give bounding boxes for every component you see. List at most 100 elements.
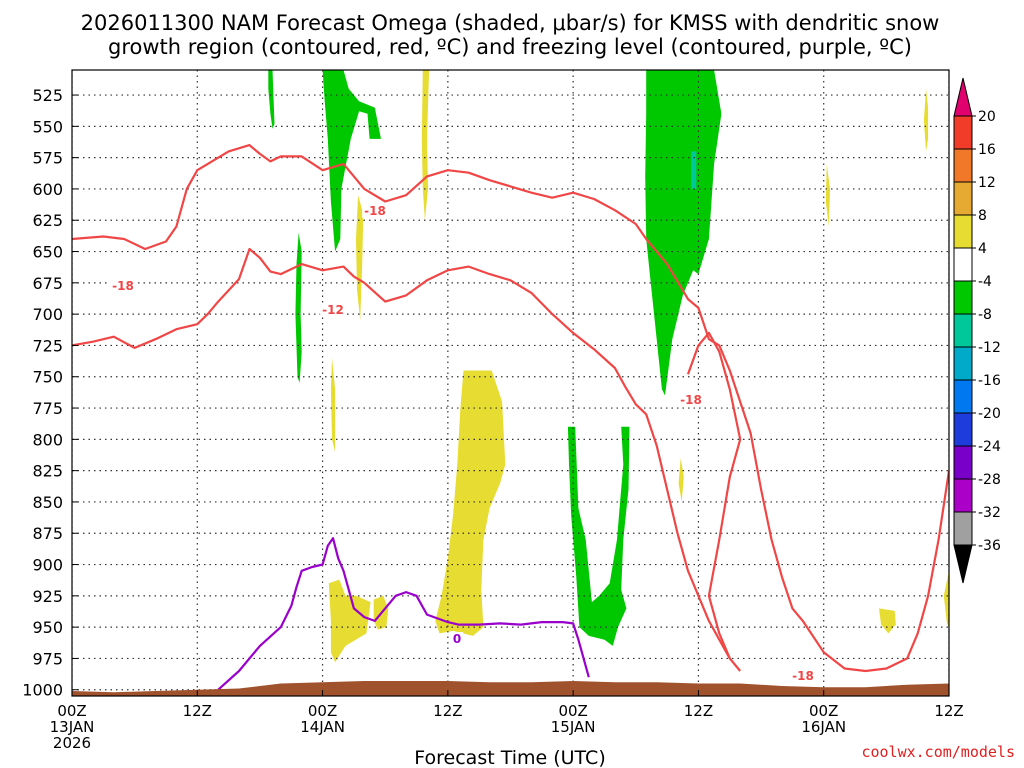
x-tick-label-0-2: 13JAN: [50, 718, 95, 736]
y-tick-label-675: 675: [32, 274, 63, 293]
chart-title-line2: growth region (contoured, red, ºC) and f…: [108, 35, 912, 59]
colorbar-label-6: -8: [978, 307, 992, 323]
contour-line-1: [72, 247, 742, 672]
omega-area-4-9: [435, 370, 506, 636]
contour-label-minus18-mid: -18: [364, 204, 386, 218]
colorbar-segment-10: [953, 445, 973, 480]
y-tick-label-950: 950: [32, 618, 63, 637]
contour-line-0: [72, 144, 949, 673]
y-tick-label-850: 850: [32, 493, 63, 512]
y-tick-label-575: 575: [32, 149, 63, 168]
omega-area-4-7: [356, 195, 364, 321]
colorbar-segment-9: [953, 412, 973, 447]
y-tick-label-825: 825: [32, 462, 63, 481]
omega-area-4-8: [330, 358, 336, 452]
x-tick-label-0-3: 2026: [53, 734, 91, 752]
colorbar-segment-6: [953, 313, 973, 348]
colorbar-segment-2: [953, 181, 973, 216]
colorbar-bottom-arrow: [953, 544, 973, 584]
y-tick-label-725: 725: [32, 336, 63, 355]
y-axis-ticks: 525 550 575 600 625 650 675 700 725 750 775 800 825 8…: [22, 86, 78, 700]
omega-area-4-10: [328, 579, 371, 663]
y-tick-label-800: 800: [32, 430, 63, 449]
x-tick-label-48-1: 00Z: [558, 702, 587, 720]
y-tick-label-525: 525: [32, 86, 63, 105]
contour-label-halo: [450, 632, 464, 646]
y-tick-label-775: 775: [32, 399, 63, 418]
contour-labels: -18 -18 -12 -18 -18 0: [110, 204, 816, 683]
x-tick-label-0-1: 00Z: [57, 702, 86, 720]
x-tick-label-60-1: 12Z: [684, 702, 713, 720]
contour-label-minus12: -12: [322, 303, 344, 317]
y-tick-label-600: 600: [32, 180, 63, 199]
contour-label-halo: [790, 669, 816, 683]
omega-area-4-16: [943, 570, 949, 628]
x-tick-label-36-1: 12Z: [433, 702, 462, 720]
omega-area--8-1: [322, 70, 381, 252]
x-axis-label: Forecast Time (UTC): [414, 747, 605, 768]
colorbar: 20 16 12 8 4 -4 -8 -12 -16 -20 -24 -28 -32 -36: [953, 77, 1001, 584]
x-tick-label-84-1: 12Z: [934, 702, 963, 720]
omega-area-4-14: [678, 458, 684, 502]
contour-label-minus18-right: -18: [680, 393, 702, 407]
y-tick-label-550: 550: [32, 117, 63, 136]
omega-area-4-13: [825, 163, 830, 227]
y-tick-label-750: 750: [32, 368, 63, 387]
colorbar-label-3: 8: [978, 208, 987, 224]
colorbar-segment-1: [953, 148, 973, 183]
contour-label-minus18-left: -18: [112, 279, 134, 293]
colorbar-label-10: -24: [978, 439, 1001, 455]
colorbar-label-12: -32: [978, 505, 1001, 521]
x-tick-label-72-2: 16JAN: [801, 718, 846, 736]
colorbar-segment-7: [953, 346, 973, 381]
omega-area--12-5: [691, 151, 697, 189]
y-tick-label-700: 700: [32, 305, 63, 324]
colorbar-label-8: -16: [978, 373, 1001, 389]
credit-text: coolwx.com/models: [861, 743, 1015, 761]
colorbar-segment-5: [953, 280, 973, 315]
colorbar-segment-11: [953, 478, 973, 513]
colorbar-label-2: 12: [978, 175, 996, 191]
contour-label-minus18-bottom: -18: [792, 669, 814, 683]
contour-line-2: [686, 331, 742, 659]
colorbar-label-13: -36: [978, 538, 1001, 554]
chart-title-line1: 2026011300 NAM Forecast Omega (shaded, μ…: [81, 11, 940, 35]
x-tick-label-12-1: 12Z: [183, 702, 212, 720]
terrain-fill: [72, 681, 949, 696]
omega-area-4-6: [421, 70, 430, 221]
x-tick-label-24-2: 14JAN: [300, 718, 345, 736]
omega-area--8-4: [567, 426, 630, 646]
contour-label-halo: [110, 279, 136, 293]
plot-frame: [71, 69, 950, 697]
colorbar-label-0: 20: [978, 109, 996, 125]
omega-area--8-3: [645, 70, 722, 396]
colorbar-label-4: 4: [978, 241, 987, 257]
plot-area: [72, 70, 949, 696]
x-tick-label-24-1: 00Z: [308, 702, 337, 720]
colorbar-segment-8: [953, 379, 973, 414]
omega-area-4-12: [923, 88, 929, 152]
y-tick-label-925: 925: [32, 587, 63, 606]
y-tick-label-975: 975: [32, 649, 63, 668]
colorbar-label-9: -20: [978, 406, 1001, 422]
omega-area--8-2: [295, 232, 302, 383]
contour-label-freezing: 0: [453, 632, 461, 646]
colorbar-label-7: -12: [978, 340, 1001, 356]
x-tick-label-72-1: 00Z: [809, 702, 838, 720]
colorbar-segment-0: [953, 115, 973, 150]
colorbar-segment-3: [953, 214, 973, 249]
y-tick-label-625: 625: [32, 211, 63, 230]
contour-label-halo: [362, 204, 388, 218]
contour-label-halo: [678, 393, 704, 407]
contour-line-3: [217, 537, 590, 691]
colorbar-label-1: 16: [978, 142, 996, 158]
y-tick-label-900: 900: [32, 556, 63, 575]
omega-shading: [268, 70, 949, 663]
temperature-contours: [72, 144, 949, 691]
omega-area--8-0: [268, 70, 275, 129]
colorbar-segment-4: [953, 247, 973, 282]
colorbar-segment-12: [953, 511, 973, 546]
